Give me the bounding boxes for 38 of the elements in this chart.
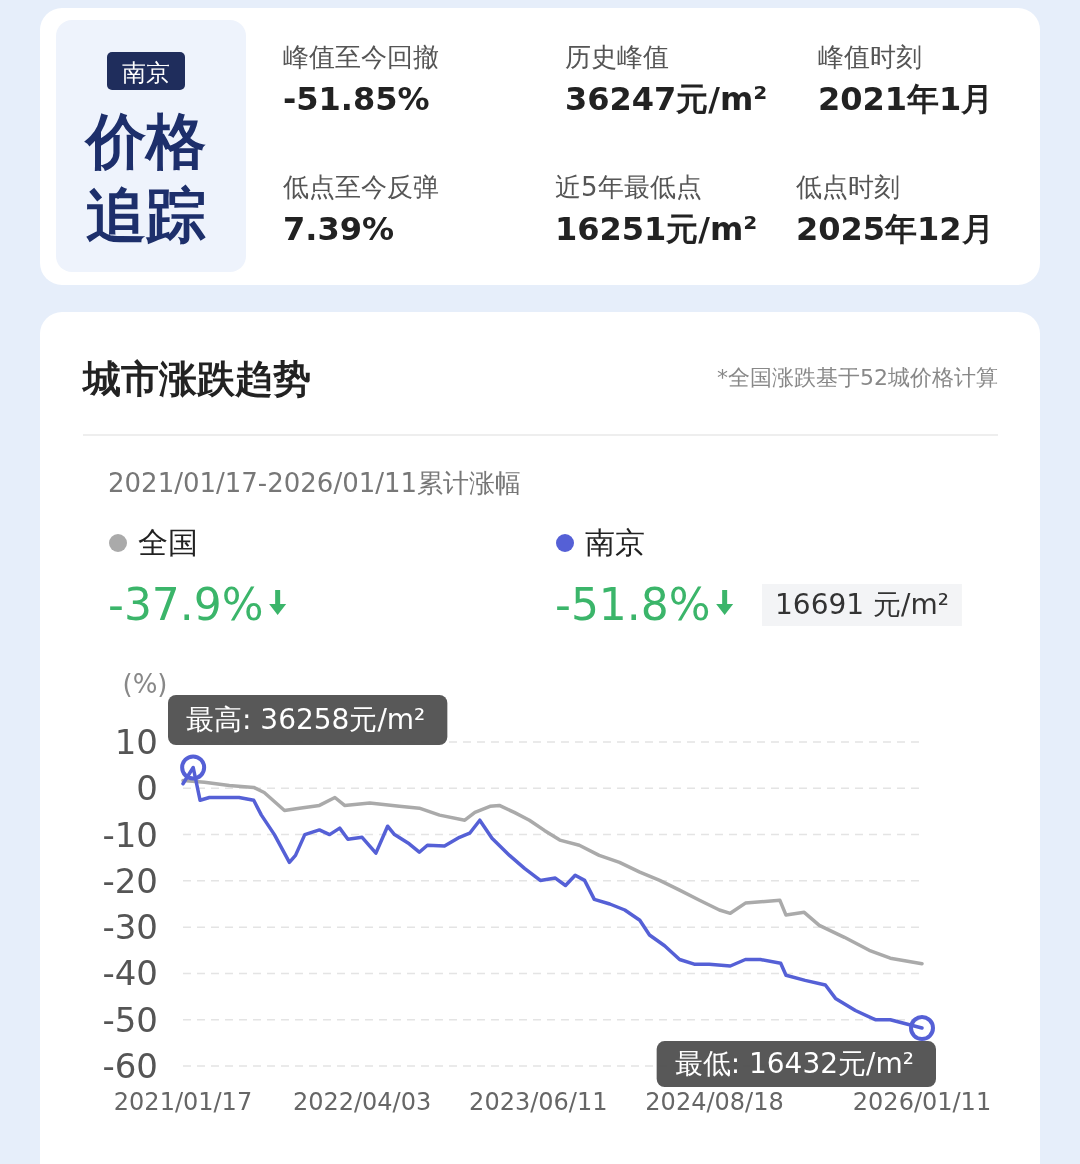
annotation: 最高: 36258元/m² (186, 703, 426, 736)
text: 16251元/m² (555, 210, 758, 248)
text: -51.85% (283, 80, 430, 118)
y-tick-label: -10 (102, 814, 158, 855)
text: 峰值时刻 (818, 42, 922, 72)
text: 2021年1月 (818, 80, 994, 118)
y-tick-label: -60 (102, 1046, 158, 1086)
text: 近5年最低点 (555, 172, 702, 202)
y-tick-label: -40 (102, 953, 158, 994)
chart-title: 城市涨跌趋势 (81, 357, 311, 401)
legend-label: 南京 (585, 525, 645, 560)
x-tick-label: 2023/06/11 (469, 1088, 608, 1116)
x-tick-label: 2024/08/18 (645, 1088, 784, 1116)
y-tick-label: 10 (114, 722, 158, 762)
x-tick-label: 2021/01/17 (113, 1088, 253, 1116)
text: 峰值至今回撤 (283, 42, 439, 72)
text: 36247元/m² (565, 80, 768, 118)
text: 低点至今反弹 (283, 172, 439, 202)
x-tick-label: 2022/04/03 (292, 1088, 432, 1116)
text: 价格追踪 (84, 106, 206, 250)
text: -37.9% (108, 579, 264, 630)
text: 历史峰值 (565, 42, 669, 72)
text: 2025年12月 (796, 210, 994, 248)
x-tick-label: 2026/01/11 (852, 1088, 992, 1116)
y-tick-label: -20 (102, 860, 158, 901)
y-axis-title: (%) (122, 669, 168, 699)
chart-subtitle: 2021/01/17-2026/01/11累计涨幅 (108, 468, 522, 498)
y-tick-label: -50 (102, 999, 158, 1040)
text: -51.8% (555, 579, 711, 630)
annotation: 最低: 16432元/m² (674, 1047, 914, 1081)
text: *全国涨跌基于52城价格计算 (717, 365, 998, 390)
legend-label: 全国 (138, 525, 198, 560)
text: 7.39% (283, 210, 395, 248)
text: 16691 元/m² (775, 588, 949, 621)
y-tick-label: -30 (102, 907, 158, 948)
y-tick-label: 0 (136, 768, 158, 809)
text: 南京 (122, 59, 170, 87)
text: 低点时刻 (796, 172, 900, 202)
